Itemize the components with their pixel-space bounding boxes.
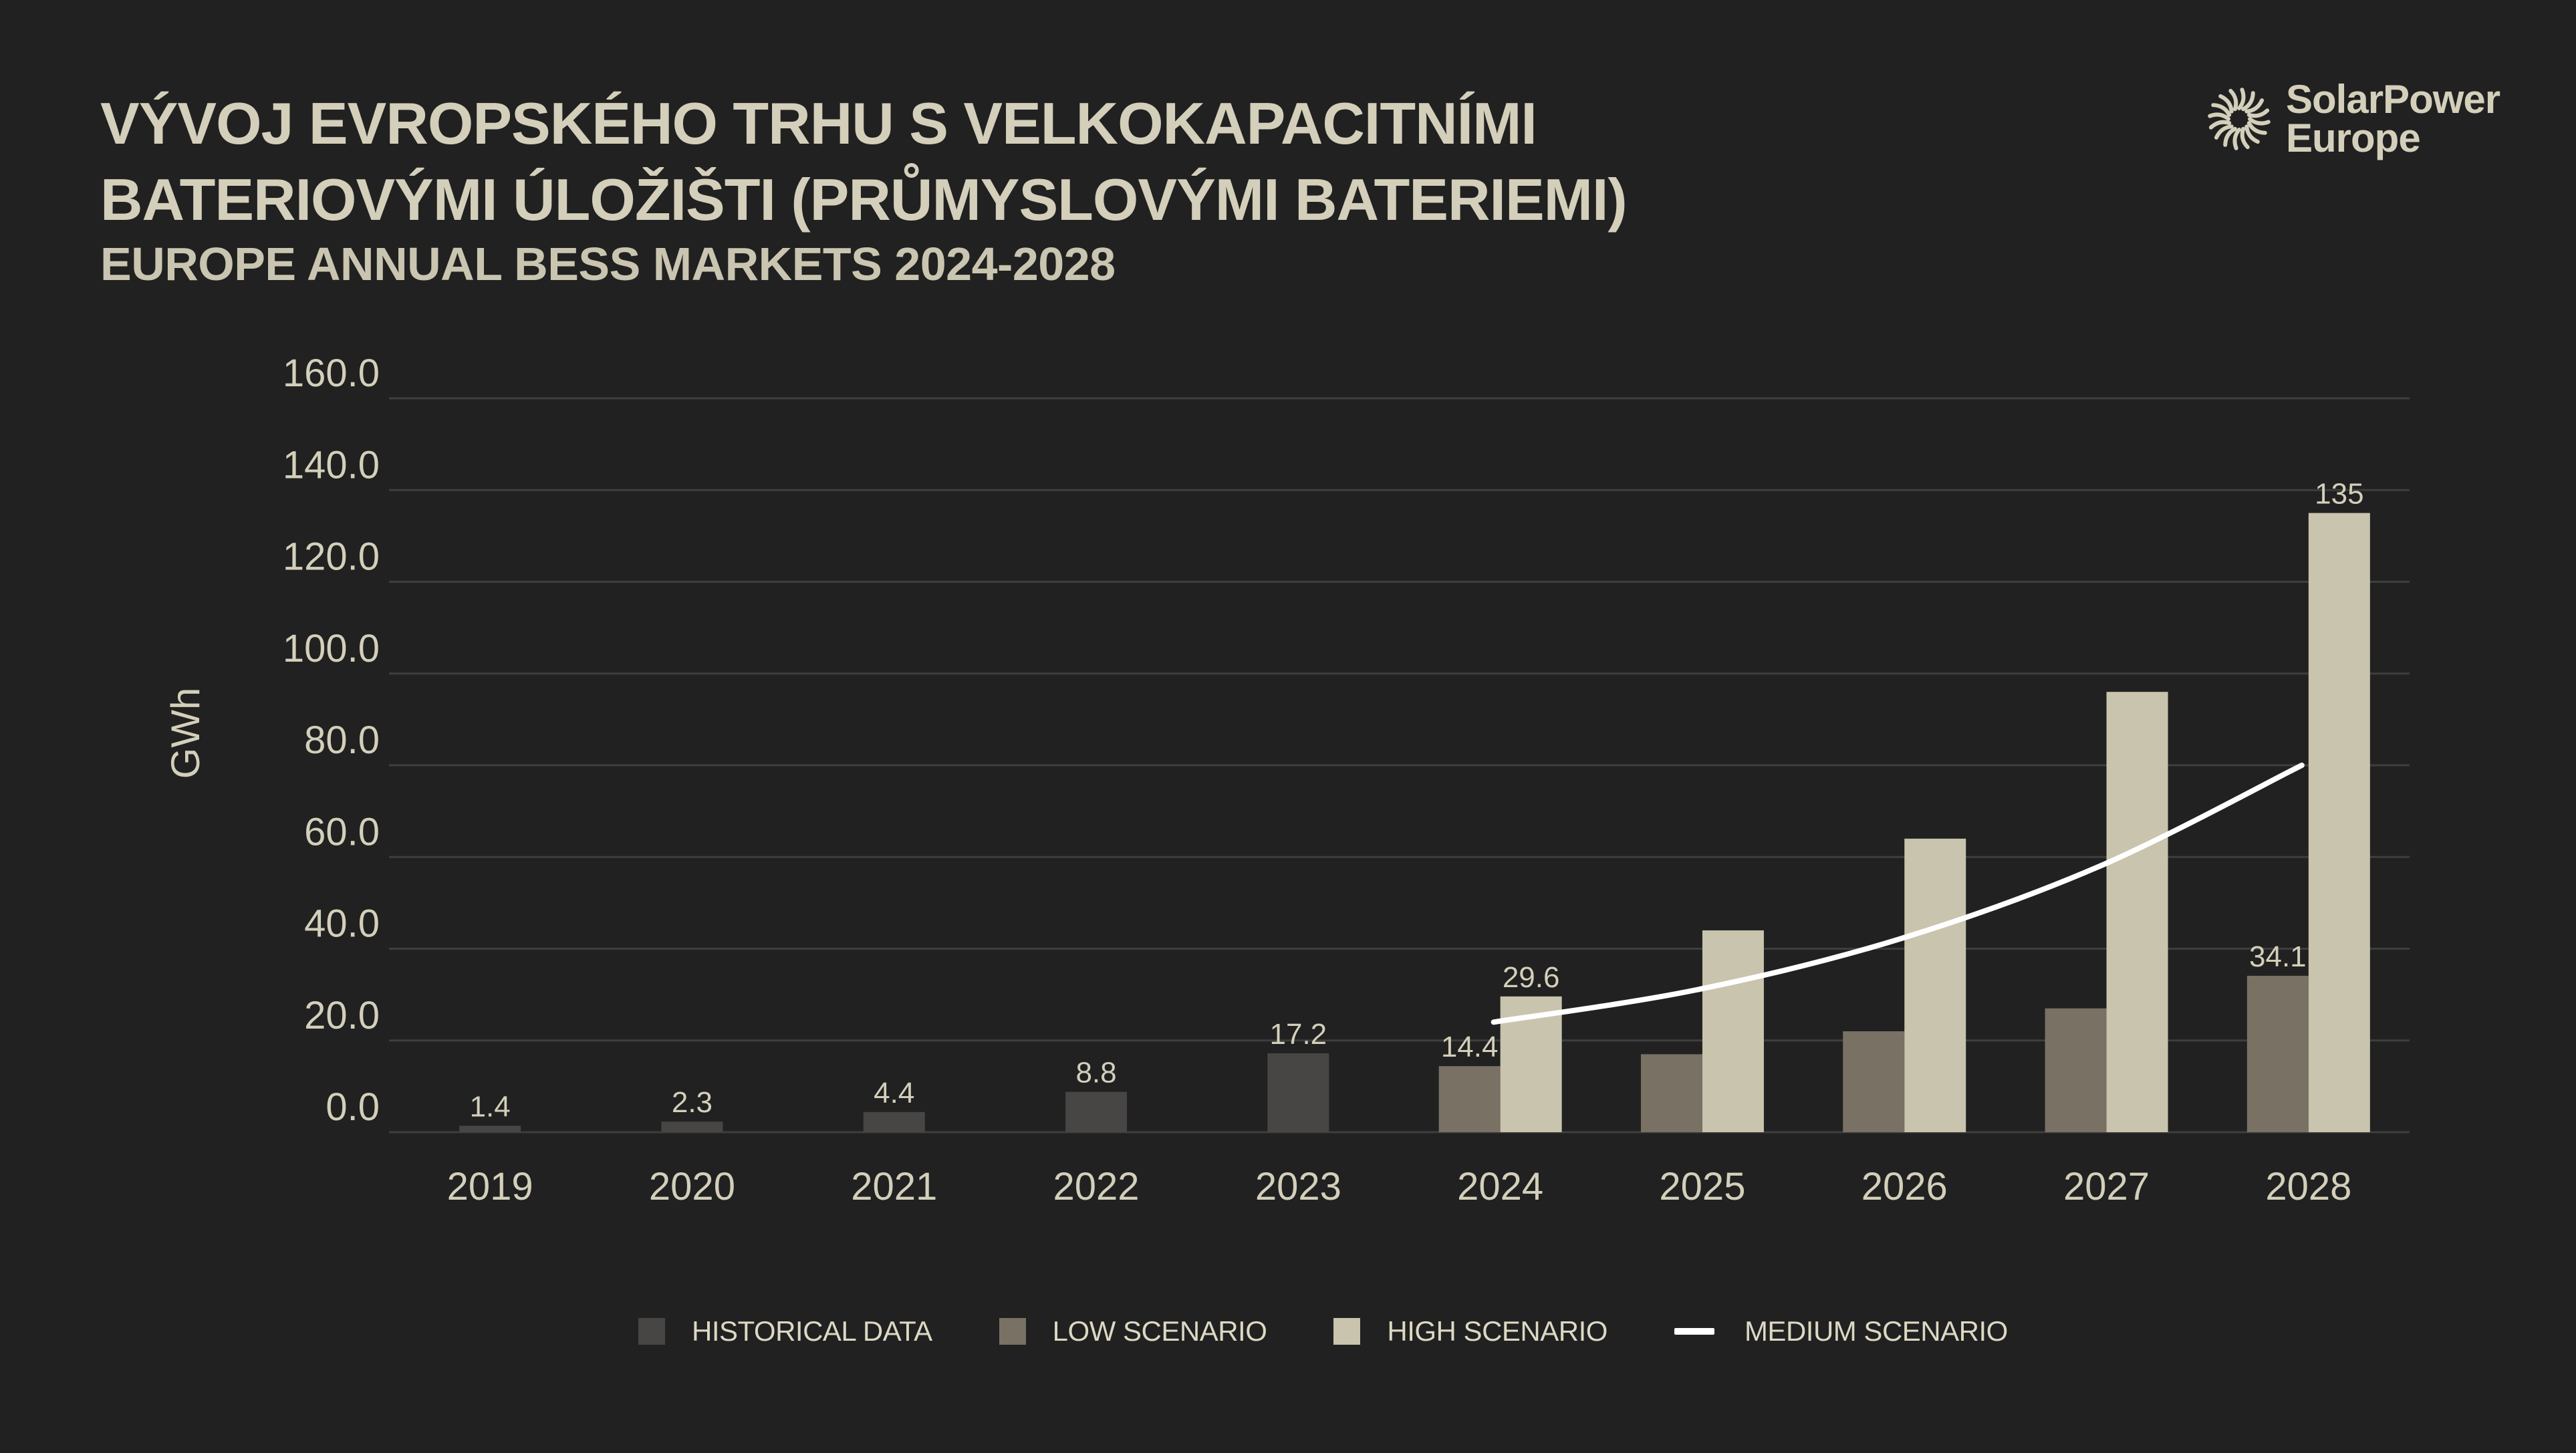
y-tick-label: 80.0 (304, 718, 380, 762)
x-tick-label: 2027 (2063, 1165, 2150, 1208)
data-label: 17.2 (1270, 1018, 1327, 1051)
legend-label-low: LOW SCENARIO (1052, 1315, 1267, 1347)
x-tick-label: 2021 (851, 1165, 937, 1208)
sun-ray (2240, 126, 2250, 150)
data-label: 34.1 (2249, 940, 2307, 973)
logo-text: SolarPower Europe (2286, 80, 2500, 158)
data-label: 29.6 (1503, 961, 1560, 994)
solarpower-europe-logo: SolarPower Europe (2206, 80, 2500, 158)
bar-low-2028 (2246, 975, 2309, 1132)
bar-historical-2023 (1267, 1053, 1329, 1132)
sun-ray (2232, 128, 2241, 150)
legend-item-historical: HISTORICAL DATA (638, 1315, 932, 1347)
data-label: 4.4 (874, 1077, 914, 1109)
bar-low-2026 (1843, 1031, 1905, 1132)
sun-ray (2218, 94, 2234, 114)
sun-ray (2244, 98, 2265, 114)
x-tick-label: 2024 (1457, 1165, 1543, 1208)
chart-legend: HISTORICAL DATA LOW SCENARIO HIGH SCENAR… (638, 1315, 2075, 1347)
bar-high-2026 (1904, 838, 1966, 1132)
legend-item-medium: MEDIUM SCENARIO (1674, 1315, 2008, 1347)
bar-low-2027 (2045, 1008, 2107, 1132)
x-tick-label: 2028 (2265, 1165, 2351, 1208)
sun-ray (2208, 120, 2232, 130)
bar-historical-2020 (661, 1121, 723, 1132)
y-tick-label: 40.0 (304, 902, 380, 946)
sun-ray (2211, 103, 2232, 117)
y-tick-label: 100.0 (283, 627, 380, 670)
x-tick-label: 2023 (1255, 1165, 1341, 1208)
data-labels: 1.4 2.3 4.4 8.8 17.2 14.4 29.6 34.1 135 (470, 478, 2364, 1124)
bar-high-2027 (2106, 692, 2168, 1132)
legend-label-historical: HISTORICAL DATA (692, 1315, 932, 1347)
sun-ray (2208, 112, 2230, 121)
legend-swatch-historical (638, 1318, 665, 1345)
medium-scenario-line (1491, 763, 2305, 1025)
bar-high-2028 (2308, 513, 2370, 1132)
bar-historical-2022 (1065, 1091, 1128, 1132)
sun-ray (2246, 121, 2267, 135)
data-label: 2.3 (672, 1086, 713, 1119)
legend-swatch-low (999, 1318, 1026, 1345)
sun-ray (2223, 126, 2237, 147)
y-tick-label: 0.0 (326, 1085, 380, 1129)
x-tick-label: 2020 (649, 1165, 735, 1208)
legend-item-low: LOW SCENARIO (999, 1315, 1267, 1347)
chart-subtitle: EUROPE ANNUAL BESS MARKETS 2024-2028 (100, 238, 1116, 290)
y-tick-label: 120.0 (283, 535, 380, 579)
y-tick-label: 140.0 (283, 443, 380, 487)
chart-title-line-1: VÝVOJ EVROPSKÉHO TRHU S VELKOKAPACITNÍMI (100, 90, 1537, 156)
data-label: 135 (2315, 478, 2363, 511)
sun-ray (2214, 124, 2234, 140)
bar-high-2025 (1702, 930, 1764, 1132)
x-tick-label: 2025 (1659, 1165, 1745, 1208)
data-label: 14.4 (1441, 1031, 1499, 1063)
x-tick-label: 2026 (1861, 1165, 1948, 1208)
bar-historical-2019 (459, 1126, 521, 1132)
chart-bars (459, 513, 2370, 1132)
sun-ray (2244, 124, 2260, 144)
legend-swatch-medium (1674, 1328, 1714, 1335)
y-axis-label: GWh (163, 688, 208, 779)
sun-ray (2237, 88, 2246, 110)
sun-ray (2246, 108, 2270, 118)
y-tick-label: 60.0 (304, 810, 380, 853)
x-axis-ticks: 2019 2020 2021 2022 2023 2024 2025 2026 2027 2028 (447, 1165, 2352, 1208)
sun-ray (2248, 117, 2271, 126)
legend-swatch-high (1333, 1318, 1361, 1345)
bar-low-2024 (1438, 1066, 1501, 1132)
x-tick-label: 2019 (447, 1165, 533, 1208)
data-label: 8.8 (1075, 1057, 1116, 1089)
bar-low-2025 (1640, 1054, 1702, 1132)
chart-title-line-2: BATERIOVÝMI ÚLOŽIŠTI (PRŮMYSLOVÝMI BATER… (100, 166, 1628, 233)
legend-item-high: HIGH SCENARIO (1333, 1315, 1607, 1347)
logo-text-line-2: Europe (2286, 116, 2421, 160)
x-tick-label: 2022 (1053, 1165, 1140, 1208)
legend-label-medium: MEDIUM SCENARIO (1744, 1315, 2008, 1347)
bar-historical-2021 (863, 1111, 925, 1132)
data-label: 1.4 (470, 1090, 511, 1123)
y-axis-ticks: 0.0 20.0 40.0 60.0 80.0 100.0 120.0 140.0 160.0 (283, 352, 380, 1129)
y-tick-label: 20.0 (304, 994, 380, 1037)
y-tick-label: 160.0 (283, 352, 380, 395)
logo-text-line-1: SolarPower (2286, 77, 2500, 122)
legend-label-high: HIGH SCENARIO (1387, 1315, 1607, 1347)
sun-ray (2228, 88, 2238, 112)
chart-title: VÝVOJ EVROPSKÉHO TRHU S VELKOKAPACITNÍMI… (100, 86, 1905, 238)
sun-burst-icon (2208, 88, 2271, 150)
chart-grid (389, 397, 2410, 1134)
sun-ray (2241, 91, 2255, 112)
medium-scenario-line-group (1491, 763, 2305, 1025)
